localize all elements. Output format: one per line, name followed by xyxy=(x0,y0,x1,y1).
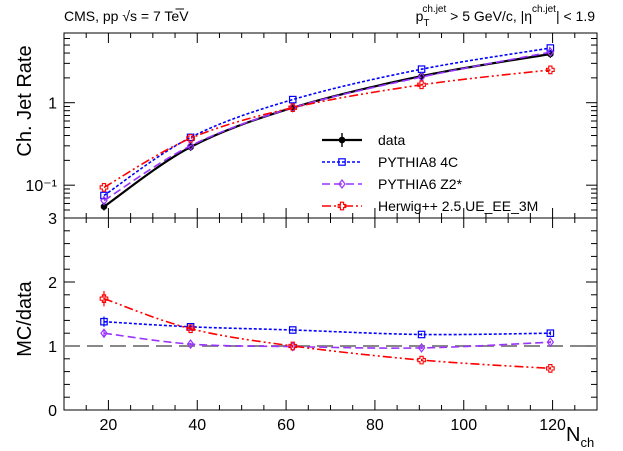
top-y-tick-label: 10⁻¹ xyxy=(25,178,57,195)
legend-label-pythia8-4c: PYTHIA8 4C xyxy=(378,154,458,170)
bottom-point-herwig-2-5-ue-ee-3m xyxy=(546,364,555,373)
top-point-pythia6-z2 xyxy=(186,140,195,151)
legend-label-herwig-2-5-ue-ee-3m: Herwig++ 2.5 UE_EE_3M xyxy=(378,198,538,214)
legend-entry-pythia8-4c: PYTHIA8 4C xyxy=(322,154,458,170)
x-tick-label: 40 xyxy=(188,417,206,434)
legend-label-pythia6-z2: PYTHIA6 Z2* xyxy=(378,176,463,192)
x-tick-label: 60 xyxy=(277,417,295,434)
bottom-point-pythia6-z2 xyxy=(100,328,108,339)
legend: data PYTHIA8 4C PYTHIA6 Z2* Herwig++ 2.5 UE… xyxy=(322,132,538,214)
top-point-herwig-2-5-ue-ee-3m xyxy=(546,65,555,75)
top-point-herwig-2-5-ue-ee-3m xyxy=(288,103,298,113)
top-point-pythia6-z2 xyxy=(546,47,555,58)
bottom-series-line-pythia8-4c xyxy=(103,320,551,336)
x-tick-label: 100 xyxy=(450,417,477,434)
bottom-series-line-herwig-2-5-ue-ee-3m xyxy=(103,297,551,370)
top-series-herwig-2-5-ue-ee-3m xyxy=(99,65,555,192)
bottom-point-herwig-2-5-ue-ee-3m xyxy=(186,324,195,334)
top-y-tick-label: 1 xyxy=(48,96,57,113)
bottom-point-pythia8-4c xyxy=(100,317,108,326)
legend-entry-data: data xyxy=(322,132,405,148)
x-axis-label: Nch xyxy=(566,424,594,450)
header-right: pTch.jet > 5 GeV/c, |ηch.jet| < 1.9 xyxy=(416,4,596,29)
top-point-pythia8-4c xyxy=(546,44,555,52)
bottom-plot-frame xyxy=(63,217,598,411)
bottom-point-pythia8-4c xyxy=(288,326,297,334)
legend-marker-herwig-2-5-ue-ee-3m xyxy=(337,201,347,211)
top-point-pythia8-4c xyxy=(100,191,108,200)
x-tick-label: 120 xyxy=(539,417,566,434)
bottom-point-herwig-2-5-ue-ee-3m xyxy=(99,294,109,303)
top-point-herwig-2-5-ue-ee-3m xyxy=(186,133,195,143)
legend-entry-pythia6-z2: PYTHIA6 Z2* xyxy=(322,176,463,192)
top-point-pythia6-z2 xyxy=(100,195,108,206)
bottom-point-pythia6-z2 xyxy=(546,337,555,348)
legend-marker-pythia6-z2 xyxy=(338,179,346,189)
top-series-data xyxy=(100,49,554,211)
bottom-y-tick-label: 2 xyxy=(48,275,57,292)
bottom-point-pythia8-4c xyxy=(417,330,426,339)
top-plot-frame xyxy=(63,32,598,219)
bottom-y-axis-label: MC/data xyxy=(14,280,36,356)
bottom-y-tick-label: 3 xyxy=(48,211,57,228)
top-panel: 10⁻¹ 1 xyxy=(25,32,598,219)
top-series-line-pythia6-z2 xyxy=(103,51,551,202)
header-left: CMS, pp √s = 7 TeV xyxy=(64,8,189,24)
top-series-pythia6-z2 xyxy=(100,47,555,206)
x-tick-label: 80 xyxy=(366,417,384,434)
bottom-point-pythia6-z2 xyxy=(186,339,195,350)
bottom-point-herwig-2-5-ue-ee-3m xyxy=(417,355,426,365)
bottom-panel: 0 1 2 3 20 40 60 80 100 120 xyxy=(48,211,598,434)
bottom-point-pythia8-4c xyxy=(546,329,555,338)
bottom-series-herwig-2-5-ue-ee-3m xyxy=(99,290,555,373)
top-y-axis-label: Ch. Jet Rate xyxy=(14,45,36,156)
bottom-y-tick-label: 0 xyxy=(48,403,57,420)
top-point-herwig-2-5-ue-ee-3m xyxy=(417,80,426,90)
top-point-herwig-2-5-ue-ee-3m xyxy=(99,183,109,192)
bottom-series-pythia6-z2 xyxy=(100,328,555,353)
bottom-point-pythia6-z2 xyxy=(417,342,426,353)
bottom-y-tick-label: 1 xyxy=(48,339,57,356)
top-series-pythia8-4c xyxy=(100,44,555,200)
top-series-line-herwig-2-5-ue-ee-3m xyxy=(103,69,551,189)
x-tick-label: 20 xyxy=(100,417,118,434)
bottom-series-pythia8-4c xyxy=(100,316,555,339)
legend-entry-herwig-2-5-ue-ee-3m: Herwig++ 2.5 UE_EE_3M xyxy=(322,198,538,214)
legend-marker-pythia8-4c xyxy=(338,158,346,166)
bottom-point-herwig-2-5-ue-ee-3m xyxy=(288,341,298,351)
top-series-line-pythia8-4c xyxy=(103,47,551,197)
legend-label-data: data xyxy=(378,132,405,148)
